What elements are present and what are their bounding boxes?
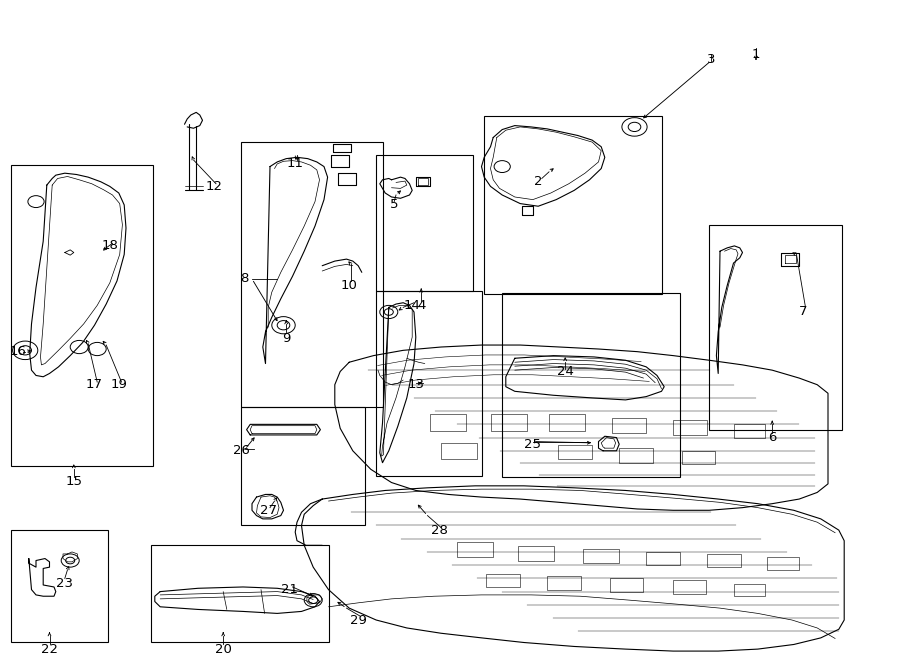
- Text: 8: 8: [240, 272, 249, 286]
- Text: 9: 9: [282, 332, 291, 345]
- Text: 27: 27: [260, 504, 276, 517]
- Text: 12: 12: [206, 180, 222, 193]
- Bar: [734, 584, 765, 596]
- Text: 29: 29: [350, 613, 366, 627]
- Text: 20: 20: [215, 642, 231, 656]
- Bar: [612, 418, 646, 433]
- Bar: [673, 580, 706, 594]
- Bar: [610, 578, 643, 592]
- Text: 13: 13: [408, 378, 424, 391]
- Text: 19: 19: [111, 378, 127, 391]
- Text: 1: 1: [752, 48, 760, 61]
- Bar: [709, 225, 842, 430]
- Bar: [502, 293, 680, 477]
- Bar: [241, 407, 365, 525]
- Text: 3: 3: [706, 53, 716, 66]
- Bar: [11, 165, 153, 466]
- Text: 15: 15: [66, 475, 82, 488]
- Bar: [583, 549, 619, 563]
- Bar: [376, 291, 482, 476]
- Bar: [11, 530, 108, 642]
- Bar: [673, 420, 707, 435]
- Bar: [558, 445, 592, 459]
- Bar: [441, 443, 477, 459]
- Text: 10: 10: [341, 279, 357, 292]
- Text: 6: 6: [768, 431, 777, 444]
- Bar: [706, 554, 741, 567]
- Bar: [484, 116, 662, 294]
- Bar: [734, 424, 765, 438]
- Bar: [518, 546, 554, 561]
- Bar: [457, 542, 493, 557]
- Text: 2: 2: [534, 175, 543, 188]
- Text: 7: 7: [798, 305, 807, 319]
- Bar: [491, 414, 526, 431]
- Bar: [547, 576, 581, 590]
- Text: 26: 26: [233, 444, 249, 457]
- Text: 5: 5: [390, 198, 399, 212]
- Text: 18: 18: [102, 239, 118, 253]
- Text: 23: 23: [57, 576, 73, 590]
- Text: 24: 24: [557, 365, 573, 378]
- Text: 25: 25: [525, 438, 541, 451]
- Bar: [430, 414, 466, 431]
- Bar: [486, 574, 520, 587]
- Bar: [376, 155, 473, 291]
- Bar: [619, 448, 653, 463]
- Text: 14: 14: [404, 299, 420, 312]
- Text: 16: 16: [10, 345, 26, 358]
- Text: 22: 22: [41, 642, 58, 656]
- Text: 21: 21: [282, 583, 298, 596]
- Bar: [549, 414, 585, 431]
- Bar: [767, 557, 799, 570]
- Text: 28: 28: [431, 524, 447, 537]
- Bar: [682, 451, 715, 464]
- Bar: [241, 142, 383, 407]
- Text: 17: 17: [86, 378, 103, 391]
- Text: 4: 4: [417, 299, 426, 312]
- Text: 11: 11: [287, 157, 303, 171]
- Bar: [151, 545, 329, 642]
- Bar: [646, 552, 680, 565]
